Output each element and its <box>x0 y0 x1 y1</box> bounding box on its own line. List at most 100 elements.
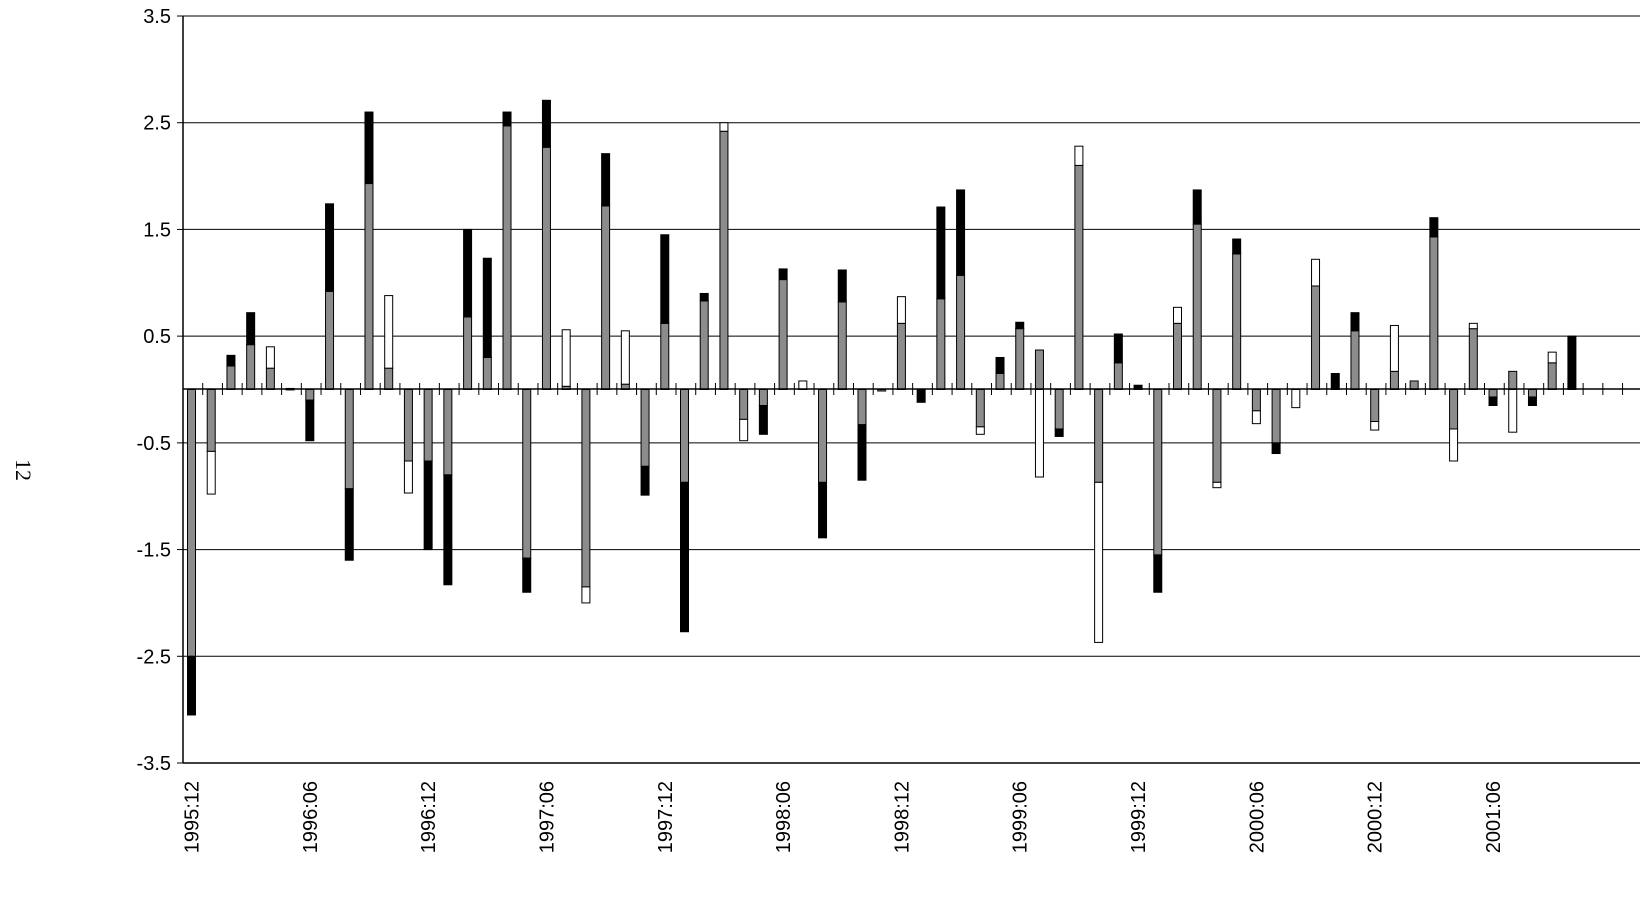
bar-segment-gray <box>581 389 591 588</box>
bar-segment-gray <box>1113 362 1123 391</box>
bar-segment-white <box>1173 306 1182 324</box>
bar-segment-gray <box>660 322 670 390</box>
bar-segment-black <box>1350 312 1360 332</box>
bar-segment-black <box>1271 442 1281 455</box>
bar-segment-white <box>384 295 394 369</box>
bar-segment-gray <box>265 367 275 390</box>
bar-segment-gray <box>1192 223 1202 390</box>
bar-segment-gray <box>187 389 196 657</box>
bar-segment-black <box>1015 321 1025 330</box>
bar-segment-gray <box>818 389 828 483</box>
x-tick-label: 1999:12 <box>1128 781 1150 853</box>
bar-segment-gray <box>778 279 788 390</box>
bar-segment-white <box>798 380 808 391</box>
bar-segment-black <box>1429 217 1439 238</box>
bar-segment-gray <box>1527 389 1537 398</box>
bar-segment-black <box>305 399 315 442</box>
y-tick-label: 1.5 <box>143 219 171 241</box>
bar-segment-black <box>482 257 492 358</box>
x-tick-label: 1999:06 <box>1010 781 1032 853</box>
bar-segment-black <box>995 356 1005 374</box>
bar-segment-white <box>1212 481 1222 489</box>
bar-segment-gray <box>857 389 867 426</box>
bar-segment-white <box>1389 324 1399 372</box>
bar-segment-black <box>187 655 196 716</box>
bar-segment-white <box>561 329 571 387</box>
bar-segment-black <box>1054 428 1064 437</box>
bar-segment-gray <box>995 372 1005 391</box>
bar-segment-white <box>1291 389 1301 409</box>
bar-segment-white <box>896 296 906 324</box>
x-tick-label: 2000:12 <box>1365 781 1387 853</box>
y-tick-label: 0.5 <box>143 326 171 348</box>
y-tick-label: -3.5 <box>137 753 171 775</box>
x-tick-label: 1998:12 <box>891 781 913 853</box>
bar-segment-gray <box>956 274 966 390</box>
bar-segment-gray <box>1508 370 1518 391</box>
bar-segment-black <box>443 474 453 586</box>
bar-segment-black <box>601 153 611 207</box>
y-tick-label: -1.5 <box>137 540 171 562</box>
x-tick-label: 1997:12 <box>655 781 677 853</box>
bar-segment-black <box>1153 554 1163 593</box>
bar-segment-gray <box>344 389 354 490</box>
bar-segment-black <box>660 234 670 324</box>
bar-segment-black <box>246 312 256 346</box>
bar-segment-black <box>344 488 354 561</box>
bar-segment-black <box>502 111 512 127</box>
bar-segment-gray <box>384 367 394 390</box>
bar-segment-black <box>1567 335 1577 390</box>
bar-segment-white <box>265 346 275 369</box>
bar-segment-black <box>1330 372 1340 391</box>
bar-segment-gray <box>1488 389 1498 398</box>
bar-segment-white <box>1508 389 1518 433</box>
bar-segment-gray <box>1153 389 1163 556</box>
y-tick-label: 2.5 <box>143 113 171 135</box>
bar-segment-black <box>522 557 532 593</box>
bar-segment-gray <box>837 301 847 391</box>
bar-segment-white <box>1034 389 1044 478</box>
x-tick-label: 2001:06 <box>1483 781 1505 853</box>
bar-segment-gray <box>936 298 946 390</box>
bar-segment-gray <box>305 389 315 401</box>
bar-segment-gray <box>680 389 689 483</box>
bar-segment-gray <box>719 130 729 390</box>
bar-segment-black <box>541 99 551 148</box>
bar-segment-gray <box>699 300 709 391</box>
bar-segment-gray <box>601 205 611 390</box>
bar-segment-black <box>423 460 433 551</box>
x-tick-label: 1998:06 <box>773 781 795 853</box>
bar-segment-white <box>581 586 591 604</box>
bar-segment-gray <box>1547 362 1557 391</box>
bar-segment-gray <box>502 125 512 390</box>
bar-segment-white <box>206 450 216 495</box>
bar-segment-gray <box>1212 389 1222 483</box>
bar-segment-gray <box>403 389 413 462</box>
bar-segment-gray <box>739 389 749 420</box>
bar-segment-black <box>758 405 768 435</box>
bar-segment-gray <box>522 389 532 559</box>
bar-segment-white <box>1468 322 1478 330</box>
bar-segment-gray <box>423 389 433 462</box>
bar-segment-black <box>1113 333 1123 364</box>
bar-segment-black <box>857 424 867 481</box>
bar-segment-gray <box>1311 285 1321 391</box>
bar-segment-black <box>956 189 966 276</box>
bar-segment-white <box>975 426 985 435</box>
y-tick-label: -0.5 <box>137 433 171 455</box>
bar-segment-white <box>1094 481 1104 643</box>
bar-segment-gray <box>1449 389 1459 430</box>
bar-segment-black <box>226 354 236 367</box>
bar-segment-black <box>818 481 828 539</box>
bar-segment-gray <box>1409 380 1419 391</box>
x-tick-label: 1996:06 <box>300 781 322 853</box>
bar-segment-white <box>1449 428 1459 462</box>
bar-segment-gray <box>246 344 256 390</box>
bar-segment-black <box>680 481 689 633</box>
bar-segment-black <box>1527 396 1537 407</box>
bar-segment-white <box>1547 351 1557 364</box>
bar-segment-gray <box>758 389 768 407</box>
bar-segment-gray <box>1271 389 1281 444</box>
bar-segment-gray <box>1429 236 1439 390</box>
y-tick-label: 3.5 <box>143 6 171 28</box>
